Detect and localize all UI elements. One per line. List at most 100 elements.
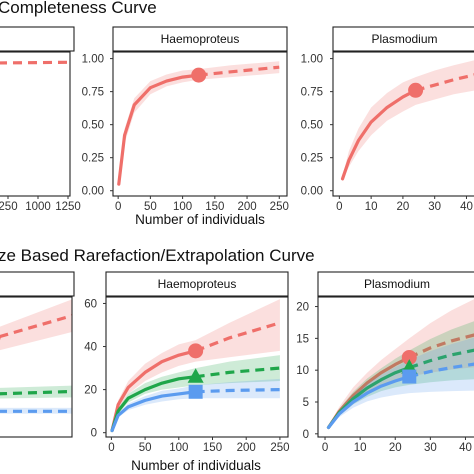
plot-area [326,299,474,430]
y-tick-label: 0 [91,428,97,440]
bottom-heading: ze Based Rarefaction/Extrapolation Curve [0,246,315,265]
red-rarefaction-line [340,88,418,181]
x-axis-title: Number of individuals [135,212,265,227]
x-tick-label: 200 [237,442,256,454]
x-tick-label: 50 [139,442,152,454]
panel-border [0,51,71,197]
y-tick-label: 20 [84,385,97,397]
y-tick-label: 0.25 [82,153,104,165]
y-tick-label: 0.25 [301,153,323,165]
x-tick-label: 250 [270,201,289,213]
x-tick-label: 100 [173,201,192,213]
y-tick-label: 60 [84,298,97,310]
panel-border [0,296,73,438]
red-confidence-band [118,61,280,186]
facet-strip [317,271,474,297]
panel-2: Haemoproteus 0.00 0.25 0.50 0.75 1.00 0 50 100 15… [82,26,289,227]
facet-strip [332,26,474,52]
y-tick-label: 10 [296,365,309,377]
x-tick-label: 40 [460,201,473,213]
blue-extrapolation-line [195,388,280,394]
blue-rarefaction-line [110,390,198,433]
facet-strip [105,271,289,297]
plot-area [117,61,280,186]
y-tick-label: 15 [296,333,309,345]
y-tick-label: 1.00 [82,54,104,66]
blue-observed-point [188,384,203,399]
red-observed-point [188,343,204,359]
plot-area [0,299,72,414]
red-observed-point [408,82,424,98]
y-tick-label: 0 [303,429,309,441]
x-tick-label: 0 [115,201,121,213]
red-extrapolation-line [195,321,281,353]
top-heading: Completeness Curve [0,0,157,17]
facet-strip [0,26,75,52]
x-tick-label: 20 [389,442,402,454]
red-extrapolation-line [0,314,72,339]
plot-area [0,60,70,65]
green-observed-point [187,368,204,383]
y-tick-label: 0.50 [82,120,104,132]
x-tick-label: 1000 [25,201,51,213]
y-tick-label: 40 [84,342,97,354]
red-observed-point [191,67,207,83]
panel-4 [0,271,75,438]
x-tick-label: 0 [322,442,328,454]
x-tick-label: 250 [0,201,18,213]
x-tick-label: 0 [336,201,342,213]
y-tick-label: 20 [296,302,309,314]
green-confidence-band [328,321,474,428]
facet-strip [0,271,75,297]
y-tick-label: 0.75 [82,87,104,99]
x-tick-label: 150 [205,201,224,213]
x-tick-label: 200 [237,201,256,213]
plot-area [340,60,474,181]
x-tick-label: 10 [354,442,367,454]
blue-confidence-band [112,378,280,431]
panel-border [112,51,288,197]
red-extrapolation-line [415,73,474,92]
panel-border [332,51,474,197]
x-tick-label: 1250 [55,201,81,213]
x-tick-label: 30 [428,201,441,213]
x-tick-label: 20 [397,201,410,213]
red-confidence-band [328,299,474,428]
facet-label: Haemoproteus [161,32,240,46]
facet-label: Plasmodium [364,277,430,291]
y-tick-label: 5 [303,397,309,409]
plot-area [110,299,281,433]
red-rarefaction-line [110,349,198,433]
panel-1: 250 1000 1250 [0,26,81,213]
y-tick-label: 0.75 [301,87,323,99]
red-rarefaction-line [117,73,201,186]
panel-6: Plasmodium 0 5 10 15 20 0 10 20 30 40 [296,271,474,454]
panel-5: Haemoproteus 0 20 40 60 0 50 100 150 200 250 Number… [84,271,290,473]
green-confidence-band [112,355,280,431]
red-extrapolation-line [408,333,474,359]
x-axis-title: Number of individuals [131,458,261,473]
y-tick-label: 0.50 [301,120,323,132]
x-tick-label: 10 [365,201,378,213]
y-tick-label: 0.00 [82,186,104,198]
x-tick-label: 50 [144,201,157,213]
blue-observed-point [402,369,417,384]
red-extrapolation-line [0,60,70,65]
blue-extrapolation-line [408,362,474,379]
green-rarefaction-line [110,375,198,433]
panel-border [105,296,289,438]
x-tick-label: 30 [424,442,437,454]
red-extrapolation-line [198,65,280,77]
panels: 250 1000 1250Haemoproteus0.000.250.500.751… [0,26,474,473]
x-tick-label: 250 [270,442,289,454]
y-tick-label: 0.00 [301,186,323,198]
facet-label: Haemoproteus [158,277,237,291]
x-tick-label: 0 [108,442,114,454]
x-tick-label: 100 [169,442,188,454]
red-confidence-band [112,299,280,431]
y-tick-label: 1.00 [301,54,323,66]
facet-label: Plasmodium [371,32,437,46]
x-tick-label: 40 [459,442,472,454]
blue-confidence-band [328,337,474,428]
